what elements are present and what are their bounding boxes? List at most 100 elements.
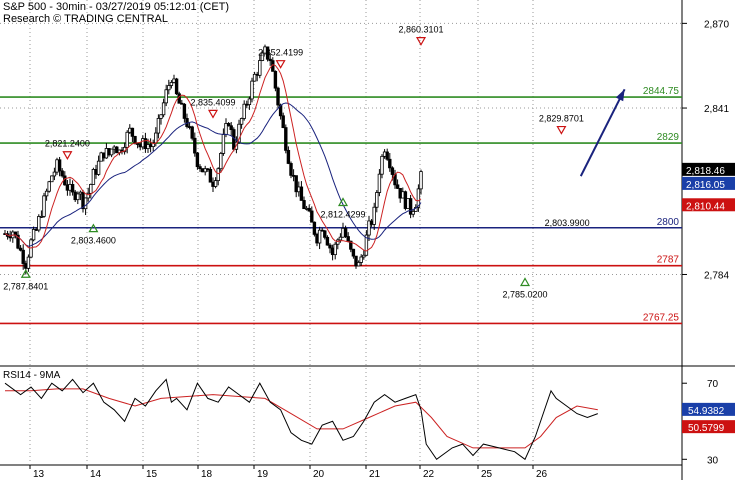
price-tag-label: 2,816.05 [686,180,725,191]
candle-body [70,184,75,193]
y-tick-label: 2,841 [704,104,729,115]
price-tag-label: 2,818.46 [686,166,725,177]
candle-body [26,256,31,269]
x-tick-label: 13 [33,469,45,480]
fast-moving-average [4,64,422,252]
price-tag-box [682,162,735,176]
price-tag-box [682,176,735,190]
swing-low-marker [519,277,531,287]
candle-body [328,244,332,249]
rsi-tag-label: 50.5799 [688,423,725,434]
candle-body [265,46,270,60]
x-tick-label: 19 [257,469,269,480]
candle-body [323,230,327,238]
candle-body [260,52,265,61]
candle-body [258,60,262,76]
candle-body [89,184,93,194]
candle-body [226,123,231,127]
candle-body [86,192,90,199]
candle-body [203,168,207,173]
candle-body [385,151,389,160]
swing-low-label: 2,787.8401 [3,281,48,291]
candle-body [273,70,278,89]
candle-body [302,200,306,210]
candle-body [193,137,197,154]
level-label: 2844.75 [643,86,680,97]
candle-body [351,248,356,257]
rsi-ma-line [5,388,598,449]
candle-body [247,98,252,106]
candle-body [380,155,384,175]
candle-body [96,160,101,175]
swing-low-label: 2,785.0200 [502,290,547,300]
x-tick-label: 26 [536,469,548,480]
x-tick-label: 21 [369,469,381,480]
candle-body [18,247,23,251]
candle-body [143,138,148,150]
price-tag-label: 2,810.44 [686,201,725,212]
candle-body [343,227,348,237]
candle-body [354,255,358,267]
candle-body [242,103,246,119]
candle-body [52,171,57,177]
swing-high-label: 2,821.2400 [45,139,90,149]
candle-body [338,236,343,241]
candle-body [161,102,166,116]
candle-body [325,236,330,246]
forecast-arrow-shaft [579,88,626,177]
swing-label: 2,803.9900 [545,218,590,228]
x-tick-label: 22 [423,469,435,480]
forecast-arrow-head [615,89,625,102]
candle-body [221,134,226,154]
candle-body [39,215,44,218]
candle-body [375,192,379,208]
rsi-tag-box [682,402,735,416]
candle-body [109,148,114,156]
candle-body [169,82,174,86]
candle-body [133,135,137,144]
candle-body [336,239,340,245]
candle-body [50,175,54,183]
swing-low-marker [20,269,31,278]
swing-high-label: 2,860.3101 [398,25,443,35]
candle-body [276,87,280,106]
candle-body [367,220,371,236]
candle-body [31,229,36,241]
price-tag-box [682,198,735,212]
swing-high-marker [556,125,567,135]
swing-high-marker [275,60,286,69]
candle-body [250,80,254,100]
level-label: 2767.25 [643,312,680,323]
candle-body [419,171,423,190]
candle-body [372,206,376,225]
swing-high-label: 2,829.8701 [539,114,584,124]
candle-body [268,58,272,62]
swing-high-label: 2,852.4199 [258,48,303,58]
candle-body [83,197,88,210]
candle-body [42,195,46,217]
candle-body [299,186,304,201]
candle-body [57,159,62,172]
candle-body [414,207,418,212]
rsi-y-tick-label: 70 [707,379,719,390]
x-tick-label: 15 [146,469,158,480]
candle-body [164,89,168,104]
candle-body [229,125,233,130]
candle-body [278,104,283,117]
candle-body [395,184,400,189]
candle-body [174,78,179,95]
candle-body [125,131,129,148]
candle-body [216,168,220,182]
y-tick-label: 2,784 [704,270,729,281]
candle-body [16,234,20,249]
candle-body [252,73,257,82]
swing-high-marker [415,37,427,46]
candle-body [213,180,218,187]
candle-body [346,236,350,242]
candle-body [416,188,421,208]
candle-body [219,153,223,170]
chart-subtitle: Research © TRADING CENTRAL [3,13,168,25]
candle-body [239,118,244,125]
rsi-line [4,378,598,461]
candle-body [91,169,96,185]
